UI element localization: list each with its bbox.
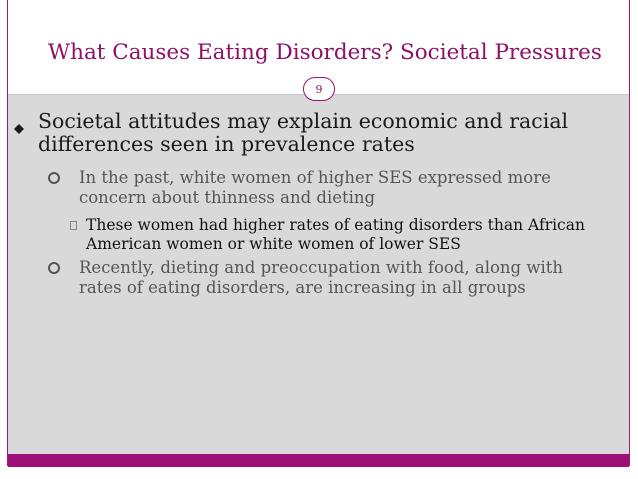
slide-frame (7, 0, 630, 466)
slide-number-badge: 9 (303, 77, 335, 101)
bullet-level1-text: Societal attitudes may explain economic … (38, 109, 569, 156)
bullet-level1: Societal attitudes may explain economic … (14, 110, 614, 156)
bullet-level2-recent: Recently, dieting and preoccupation with… (44, 258, 604, 298)
bullet-level2-past-text: In the past, white women of higher SES e… (79, 168, 551, 207)
bullet-level3: These women had higher rates of eating d… (66, 216, 596, 254)
square-bullet-icon (70, 221, 77, 230)
content-area (8, 95, 629, 467)
footer-accent-bar (8, 454, 629, 467)
filled-diamond-bullet-icon (14, 116, 24, 134)
hollow-circle-bullet-icon (48, 172, 60, 184)
bullet-level3-text: These women had higher rates of eating d… (86, 216, 585, 253)
bullet-level2-past: In the past, white women of higher SES e… (44, 168, 604, 208)
bullet-level2-recent-text: Recently, dieting and preoccupation with… (79, 258, 564, 297)
hollow-circle-bullet-icon (48, 262, 60, 274)
slide-title: What Causes Eating Disorders? Societal P… (48, 40, 602, 65)
